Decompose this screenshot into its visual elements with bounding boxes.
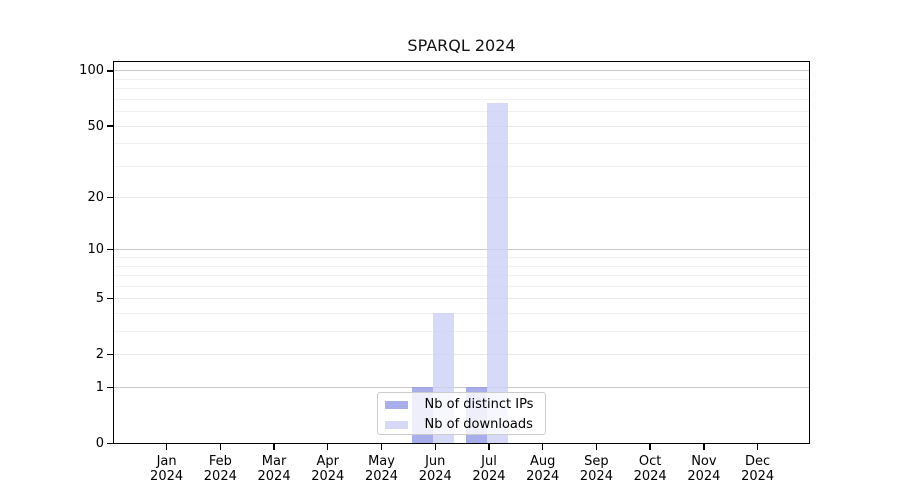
x-axis-tick (595, 444, 598, 450)
minor-gridline (114, 88, 809, 90)
minor-gridline (114, 285, 809, 287)
axis-top-spine (113, 61, 811, 63)
x-tick-label-month: Mar (261, 453, 287, 469)
x-axis-tick (649, 444, 651, 450)
x-tick-label-year: 2024 (526, 469, 560, 484)
minor-gridline (114, 330, 809, 332)
x-tick-label-month: Apr (316, 453, 340, 469)
y-tick-label: 10 (87, 242, 104, 258)
x-tick-label-year: 2024 (203, 469, 237, 484)
legend: Nb of distinct IPs Nb of downloads (377, 391, 546, 435)
tick-gridline (114, 197, 809, 199)
minor-gridline (114, 165, 809, 167)
x-tick-label-month: Aug (530, 453, 556, 469)
x-tick-label-year: 2024 (741, 469, 775, 484)
x-axis-tick (273, 444, 275, 450)
x-tick-label: Jun 2024 (400, 454, 470, 485)
legend-swatch (384, 420, 408, 429)
axis-left-spine (113, 61, 115, 444)
y-axis-tick (107, 386, 113, 389)
x-tick-label-month: Feb (208, 453, 232, 469)
x-axis-tick (327, 444, 329, 450)
y-axis-tick (107, 353, 113, 356)
x-tick-label: Aug 2024 (508, 454, 578, 485)
x-axis-tick (703, 444, 705, 450)
legend-label: Nb of downloads (424, 416, 533, 432)
x-tick-label: May 2024 (347, 454, 417, 485)
y-tick-label: 5 (95, 291, 104, 307)
y-tick-label: 2 (95, 347, 104, 363)
x-tick-label-month: Jan (156, 453, 177, 469)
axis-bottom-spine (113, 442, 811, 444)
y-axis-tick (107, 196, 113, 199)
x-tick-label-year: 2024 (257, 469, 291, 484)
x-tick-label-year: 2024 (418, 469, 452, 484)
x-axis-tick (219, 444, 222, 450)
x-axis-tick (488, 444, 490, 450)
y-axis-tick (107, 298, 113, 300)
y-tick-label: 1 (95, 379, 104, 395)
x-axis-tick (434, 444, 436, 450)
x-tick-label: Sep 2024 (561, 454, 631, 485)
y-tick-label: 100 (79, 63, 104, 79)
x-tick-label-month: Jun (425, 453, 446, 469)
y-tick-label: 0 (95, 435, 104, 451)
legend-item: Nb of distinct IPs (378, 396, 545, 416)
chart-title: SPARQL 2024 (407, 36, 516, 55)
x-axis-tick (542, 444, 544, 450)
y-axis-tick (107, 70, 113, 72)
minor-gridline (114, 312, 809, 314)
minor-gridline (114, 275, 809, 276)
minor-gridline (114, 98, 809, 100)
legend-label: Nb of distinct IPs (424, 397, 534, 413)
x-tick-label-month: Dec (745, 453, 771, 469)
minor-gridline (114, 265, 809, 267)
tick-gridline (114, 354, 809, 356)
x-tick-label-year: 2024 (472, 469, 506, 484)
y-tick-label: 20 (87, 190, 104, 206)
x-tick-label-month: Jul (481, 453, 497, 469)
x-tick-label: Mar 2024 (239, 454, 309, 485)
legend-swatch (384, 401, 408, 410)
x-tick-label: Dec 2024 (723, 454, 793, 485)
x-tick-label: Apr 2024 (293, 454, 363, 485)
x-tick-label: Feb 2024 (185, 454, 255, 485)
x-axis-tick (165, 444, 168, 450)
y-tick-label: 50 (87, 118, 104, 134)
minor-gridline (114, 143, 809, 145)
x-axis-tick (756, 444, 759, 450)
x-tick-label-month: Oct (638, 453, 662, 469)
minor-gridline (114, 111, 809, 113)
legend-item: Nb of downloads (378, 415, 545, 435)
y-axis-tick (107, 442, 113, 444)
x-tick-label-year: 2024 (364, 469, 399, 484)
y-axis-tick (107, 249, 113, 251)
x-tick-label: Nov 2024 (669, 454, 739, 485)
x-axis-tick (380, 444, 383, 450)
x-tick-label-year: 2024 (311, 469, 345, 484)
x-tick-label-month: May (368, 453, 395, 469)
x-tick-label: Oct 2024 (615, 454, 685, 485)
x-tick-label-year: 2024 (687, 469, 721, 484)
bar (486, 102, 508, 444)
x-tick-label-year: 2024 (150, 469, 184, 484)
major-gridline (114, 386, 809, 388)
major-gridline (114, 70, 809, 72)
y-axis-tick (107, 125, 113, 127)
axis-right-spine (809, 61, 811, 444)
minor-gridline (114, 257, 809, 258)
x-tick-label: Jul 2024 (454, 454, 524, 485)
x-tick-label-year: 2024 (579, 469, 613, 484)
x-tick-label-month: Nov (691, 453, 717, 469)
x-tick-label-month: Sep (584, 453, 609, 469)
x-tick-label-year: 2024 (633, 469, 667, 484)
x-tick-label: Jan 2024 (132, 454, 202, 485)
tick-gridline (114, 125, 809, 127)
tick-gridline (114, 298, 809, 300)
major-gridline (114, 249, 809, 251)
minor-gridline (114, 78, 809, 80)
